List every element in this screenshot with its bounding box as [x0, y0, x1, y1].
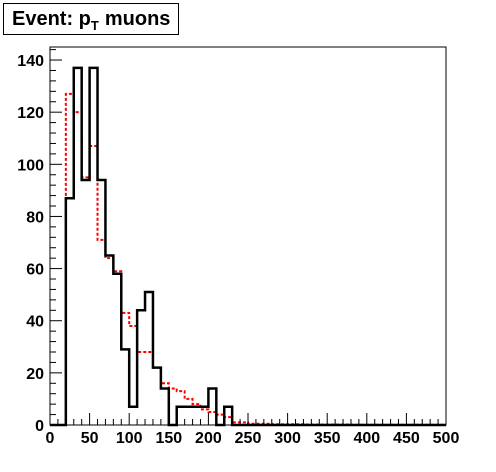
series-line-black-solid	[50, 66, 446, 427]
y-axis: 0 20 40 60 80 100 120 140	[17, 49, 62, 435]
x-tick-label: 200	[195, 430, 222, 447]
x-tick-label: 350	[314, 430, 341, 447]
x-tick-label: 450	[393, 430, 420, 447]
title-rest: muons	[104, 7, 171, 30]
x-tick-label: 100	[116, 430, 143, 447]
x-tick-label: 250	[235, 430, 262, 447]
x-tick-label: 50	[81, 430, 99, 447]
y-tick-label: 60	[26, 262, 44, 279]
x-tick-label: 500	[433, 430, 460, 447]
title-subscript: T	[90, 17, 99, 33]
x-tick-label: 400	[353, 430, 380, 447]
x-tick-label: 300	[274, 430, 301, 447]
y-tick-label: 120	[17, 105, 44, 122]
y-tick-label: 20	[26, 366, 44, 383]
y-tick-label: 100	[17, 157, 44, 174]
y-tick-label: 40	[26, 314, 44, 331]
y-tick-label: 140	[17, 53, 44, 70]
title-main: Event: p	[12, 7, 91, 30]
x-axis: 0 50 100 150 200 250 300 350 400 450 500	[46, 413, 460, 447]
y-tick-label: 80	[26, 209, 44, 226]
plot-frame	[49, 46, 447, 426]
chart-title: Event: p T muons	[3, 3, 180, 35]
x-tick-label: 0	[46, 430, 55, 447]
x-tick-label: 150	[155, 430, 182, 447]
y-tick-label: 0	[35, 418, 44, 435]
